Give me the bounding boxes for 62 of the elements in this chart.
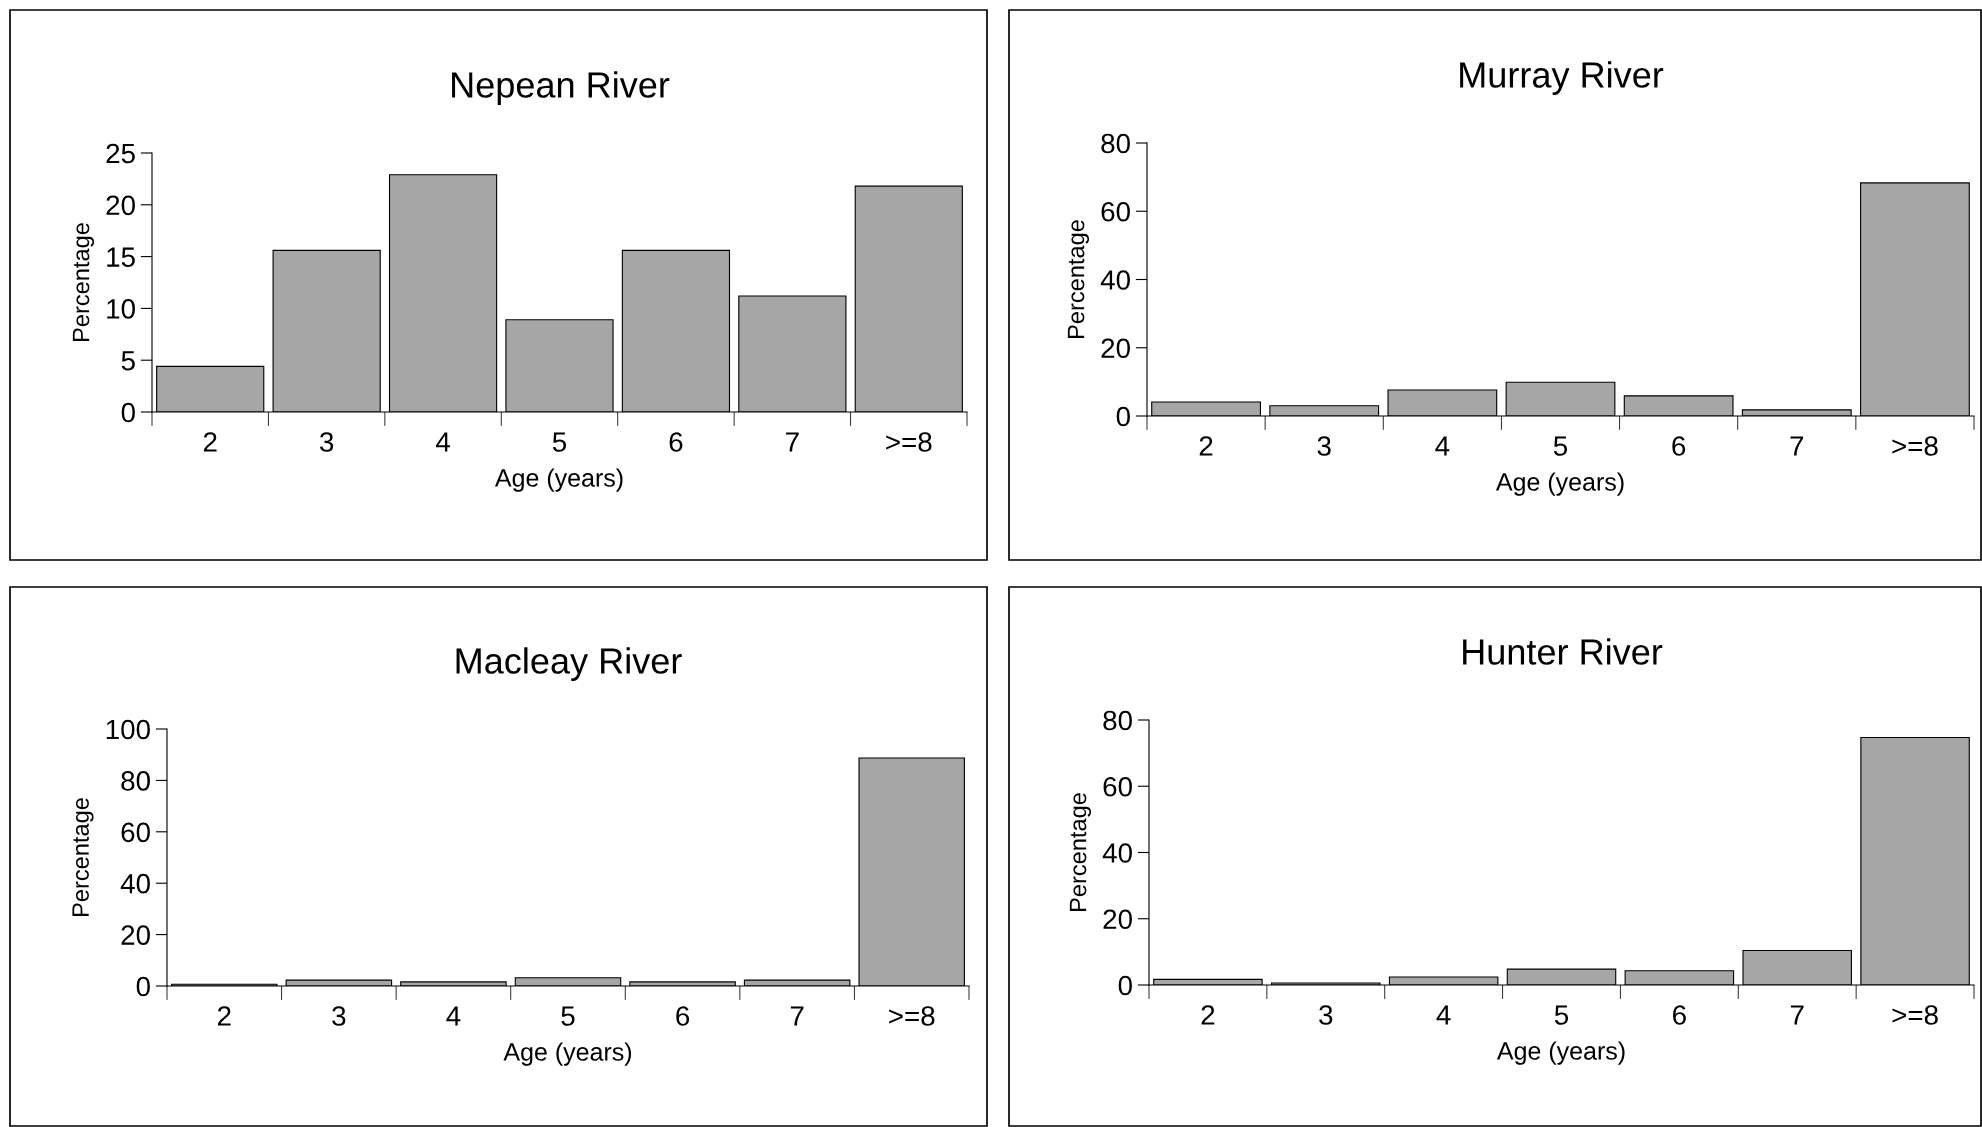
x-tick-label: >=8 bbox=[1892, 436, 1938, 456]
x-tick-label: 7 bbox=[790, 1006, 804, 1026]
chart-title: Hunter River bbox=[1463, 638, 1663, 665]
x-tick-label: 2 bbox=[203, 432, 217, 452]
chart-title: Macleay River bbox=[456, 647, 682, 681]
x-tick-label: 4 bbox=[1435, 436, 1450, 456]
y-tick-label: 10 bbox=[107, 299, 135, 319]
y-tick-label: 20 bbox=[1101, 338, 1130, 359]
x-tick-label: 2 bbox=[1199, 436, 1213, 456]
x-tick-label: 4 bbox=[446, 1006, 461, 1026]
y-tick-label: 0 bbox=[136, 976, 150, 997]
y-tick-label: 60 bbox=[1101, 201, 1130, 222]
x-tick-label: 3 bbox=[319, 432, 334, 452]
y-tick-label: 15 bbox=[107, 247, 135, 267]
chart-title: Nepean River bbox=[452, 71, 670, 105]
y-tick-label: 20 bbox=[121, 925, 150, 945]
x-axis-title: Age (years) bbox=[1496, 1041, 1625, 1065]
y-tick-label: 60 bbox=[121, 822, 150, 843]
x-tick-label: >=8 bbox=[889, 1006, 935, 1026]
y-tick-label: 40 bbox=[1100, 270, 1130, 290]
y-tick-label: 20 bbox=[106, 195, 135, 216]
x-tick-label: 7 bbox=[1790, 1005, 1804, 1025]
y-axis-title: Percentage bbox=[72, 223, 95, 341]
x-axis-title: Age (years) bbox=[503, 1042, 632, 1066]
chart-title: Murray River bbox=[1460, 61, 1664, 95]
x-tick-label: 5 bbox=[1553, 436, 1568, 456]
x-tick-label: 2 bbox=[217, 1006, 231, 1026]
x-tick-label: 5 bbox=[1554, 1005, 1569, 1025]
x-tick-label: 6 bbox=[669, 432, 683, 452]
x-tick-label: 4 bbox=[1436, 1005, 1451, 1025]
x-tick-label: 4 bbox=[435, 432, 450, 452]
x-tick-label: 7 bbox=[1790, 436, 1804, 456]
y-tick-label: 0 bbox=[121, 402, 135, 423]
y-tick-label: 80 bbox=[1101, 133, 1130, 154]
x-tick-label: 2 bbox=[1201, 1005, 1215, 1025]
y-tick-label: 5 bbox=[121, 351, 135, 371]
x-tick-label: 6 bbox=[1672, 436, 1686, 456]
x-tick-label: 7 bbox=[786, 432, 799, 452]
x-tick-label: >=8 bbox=[886, 432, 932, 452]
y-tick-label: 80 bbox=[121, 771, 150, 791]
y-tick-label: 25 bbox=[106, 143, 135, 164]
y-tick-label: 0 bbox=[1116, 406, 1130, 427]
y-tick-label: 40 bbox=[1102, 843, 1132, 863]
y-tick-label: 40 bbox=[120, 873, 150, 894]
x-tick-label: 3 bbox=[332, 1006, 346, 1026]
x-tick-label: 3 bbox=[1317, 436, 1331, 456]
y-axis-title: Percentage bbox=[1069, 793, 1092, 911]
x-axis-title: Age (years) bbox=[1495, 472, 1624, 496]
x-tick-label: >=8 bbox=[1892, 1005, 1938, 1025]
x-axis-title: Age (years) bbox=[494, 468, 623, 492]
y-tick-label: 60 bbox=[1103, 776, 1132, 797]
x-tick-label: 3 bbox=[1319, 1005, 1333, 1025]
y-tick-label: 80 bbox=[1103, 710, 1132, 731]
x-tick-label: 6 bbox=[1673, 1005, 1686, 1025]
y-axis-title: Percentage bbox=[72, 798, 94, 916]
y-axis-title: Percentage bbox=[1067, 220, 1090, 338]
y-tick-label: 0 bbox=[1118, 975, 1132, 996]
y-tick-label: 100 bbox=[106, 719, 150, 740]
y-tick-label: 20 bbox=[1103, 909, 1132, 930]
x-tick-label: 5 bbox=[552, 432, 567, 452]
x-tick-label: 5 bbox=[561, 1006, 575, 1026]
x-tick-label: 6 bbox=[676, 1006, 690, 1026]
